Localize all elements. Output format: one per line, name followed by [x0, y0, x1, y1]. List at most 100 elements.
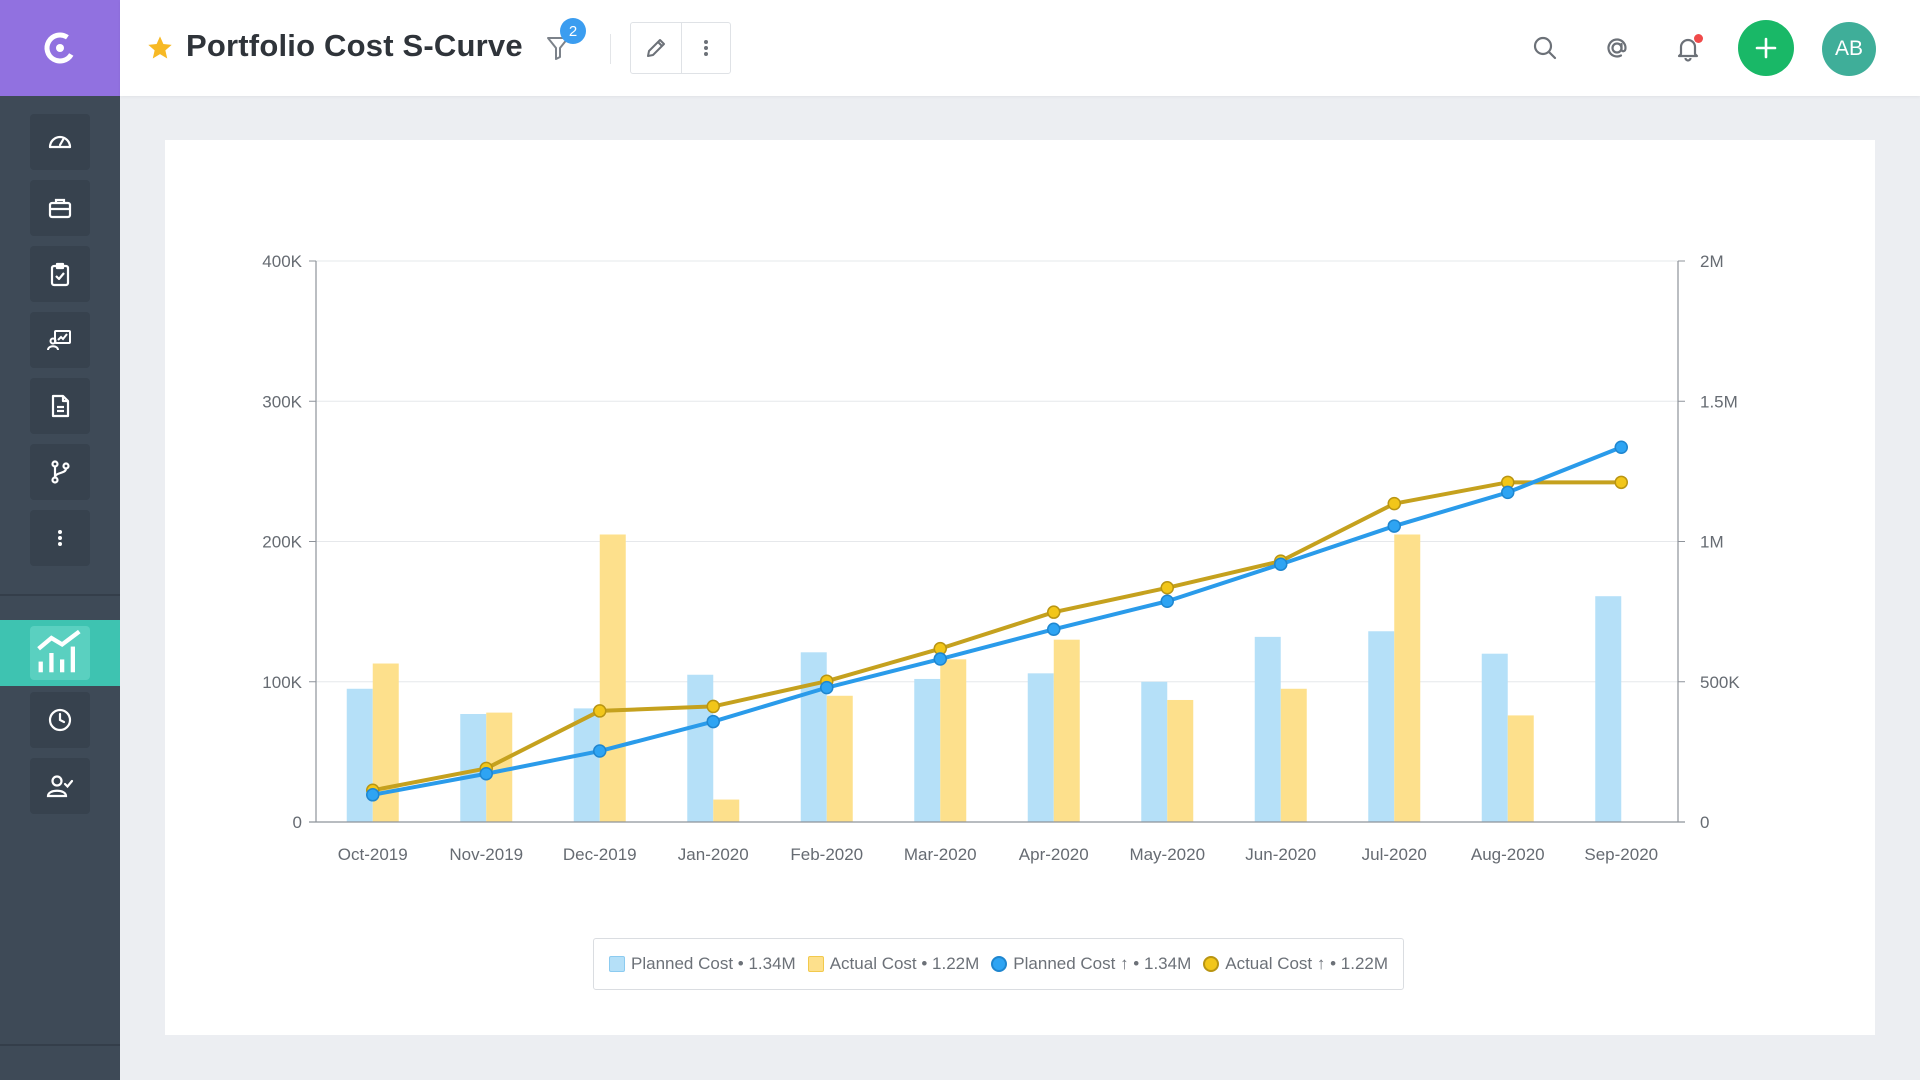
legend-swatch — [609, 956, 625, 972]
more-vertical-icon — [58, 530, 62, 546]
bar-actual-cost — [713, 799, 740, 822]
sidebar-item-tasks[interactable] — [30, 246, 90, 302]
legend-label: Actual Cost ↑ • 1.22M — [1225, 954, 1389, 973]
y-left-tick-label: 200K — [262, 533, 302, 552]
sidebar-item-workflows[interactable] — [30, 444, 90, 500]
actual-cumulative-line — [372, 480, 1622, 793]
cost-s-curve-chart: 0 0 100K 500K 200K 1M 300K 1.5M 400K 2M Oct-2019 No… — [262, 252, 1740, 864]
speedometer-icon — [48, 135, 72, 149]
plus-icon — [1755, 37, 1777, 59]
planned-cumulative-line — [372, 445, 1622, 797]
sidebar-item-history[interactable] — [30, 692, 90, 748]
y-left-tick-label: 400K — [262, 252, 302, 271]
edit-button[interactable] — [631, 23, 681, 73]
branch-icon — [51, 460, 70, 484]
search-button[interactable] — [1529, 32, 1561, 64]
x-tick-label: Dec-2019 — [563, 845, 637, 864]
favorite-star-icon[interactable] — [146, 34, 174, 62]
planned-cumulative-point — [820, 680, 834, 695]
legend-item-planned-cumulative[interactable]: Planned Cost ↑ • 1.34M — [991, 954, 1191, 974]
clock-icon — [48, 708, 72, 732]
bar-planned-cost — [1595, 596, 1622, 822]
bar-actual-cost — [599, 534, 626, 822]
planned-cumulative-point — [1274, 557, 1288, 571]
sidebar-item-users[interactable] — [30, 758, 90, 814]
bar-planned-cost — [1481, 653, 1508, 822]
bar-planned-cost — [1027, 673, 1054, 822]
x-tick-label: Mar-2020 — [904, 845, 977, 864]
legend-label: Actual Cost • 1.22M — [829, 954, 980, 973]
legend-swatch — [991, 956, 1008, 972]
planned-cumulative-point — [366, 788, 380, 802]
y-left-tick-label: 0 — [293, 813, 302, 832]
more-vertical-icon — [703, 40, 708, 56]
mentions-button[interactable] — [1601, 32, 1633, 64]
planned-cumulative-point — [1614, 440, 1628, 455]
bell-icon — [1677, 38, 1699, 62]
x-tick-label: Nov-2019 — [449, 845, 523, 864]
actual-cumulative-point — [1160, 581, 1174, 595]
chart-card: 0 0 100K 500K 200K 1M 300K 1.5M 400K 2M Oct-2019 No… — [165, 140, 1875, 1035]
app-logo[interactable] — [0, 0, 120, 96]
bar-actual-cost — [826, 695, 853, 822]
actual-cumulative-point — [593, 704, 607, 718]
bar-actual-cost — [1280, 688, 1307, 822]
chart-legend: Planned Cost • 1.34M Actual Cost • 1.22M… — [593, 938, 1405, 990]
briefcase-icon — [48, 198, 72, 219]
add-button[interactable] — [1738, 20, 1794, 76]
notification-dot — [1694, 34, 1703, 43]
clipboard-check-icon — [50, 262, 70, 287]
bar-planned-cost — [1254, 636, 1281, 822]
top-header: Portfolio Cost S-Curve 2 — [120, 0, 1920, 96]
more-options-button[interactable] — [680, 23, 731, 73]
y-right-tick-label: 1M — [1700, 533, 1724, 552]
legend-label: Planned Cost • 1.34M — [631, 954, 796, 973]
planned-cumulative-point — [1160, 594, 1174, 608]
sidebar-item-more[interactable] — [30, 510, 90, 566]
legend-item-actual-cost[interactable]: Actual Cost • 1.22M — [807, 954, 980, 974]
planned-cumulative-point — [479, 767, 493, 781]
actual-cumulative-point — [706, 699, 720, 714]
bar-planned-cost — [346, 688, 373, 822]
x-tick-label: May-2020 — [1129, 845, 1205, 864]
bar-planned-cost — [1368, 631, 1395, 822]
bar-planned-cost — [573, 708, 600, 822]
bar-actual-cost — [940, 659, 967, 822]
user-avatar[interactable]: AB — [1822, 22, 1876, 76]
actual-cumulative-point — [1387, 496, 1401, 511]
x-tick-label: Aug-2020 — [1471, 845, 1545, 864]
sidebar-item-reports[interactable] — [0, 620, 120, 686]
legend-swatch — [1203, 956, 1220, 972]
bar-planned-cost — [914, 678, 941, 822]
bar-actual-cost — [1053, 639, 1080, 822]
x-tick-label: Oct-2019 — [338, 845, 408, 864]
bar-actual-cost — [1167, 699, 1194, 822]
sidebar-item-dashboard[interactable] — [30, 114, 90, 170]
planned-cumulative-point — [933, 652, 947, 666]
legend-swatch — [807, 956, 824, 972]
notifications-button[interactable] — [1672, 32, 1704, 64]
y-right-tick-label: 1.5M — [1700, 392, 1738, 411]
y-right-tick-label: 2M — [1700, 252, 1724, 271]
planned-cumulative-point — [706, 714, 720, 729]
sidebar-item-documents[interactable] — [30, 378, 90, 434]
sidebar-item-portfolio[interactable] — [30, 180, 90, 236]
at-sign-icon — [1607, 38, 1627, 58]
planned-cumulative-point — [1387, 519, 1401, 533]
sidebar-item-analytics[interactable] — [30, 312, 90, 368]
bar-planned-cost — [1141, 681, 1168, 822]
actual-cumulative-point — [1047, 605, 1061, 619]
pencil-icon — [646, 39, 665, 57]
y-right-tick-label: 500K — [1700, 673, 1740, 692]
legend-item-planned-cost[interactable]: Planned Cost • 1.34M — [609, 954, 796, 974]
legend-item-actual-cumulative[interactable]: Actual Cost ↑ • 1.22M — [1203, 954, 1388, 974]
search-icon — [1533, 36, 1557, 60]
edit-actions-group — [630, 22, 731, 74]
y-right-tick-label: 0 — [1700, 813, 1709, 832]
x-tick-label: Jan-2020 — [678, 845, 749, 864]
x-tick-label: Feb-2020 — [790, 845, 863, 864]
x-tick-label: Sep-2020 — [1584, 845, 1658, 864]
bar-line-chart-icon — [37, 629, 81, 673]
bar-actual-cost — [1394, 534, 1421, 822]
x-tick-label: Apr-2020 — [1019, 845, 1089, 864]
